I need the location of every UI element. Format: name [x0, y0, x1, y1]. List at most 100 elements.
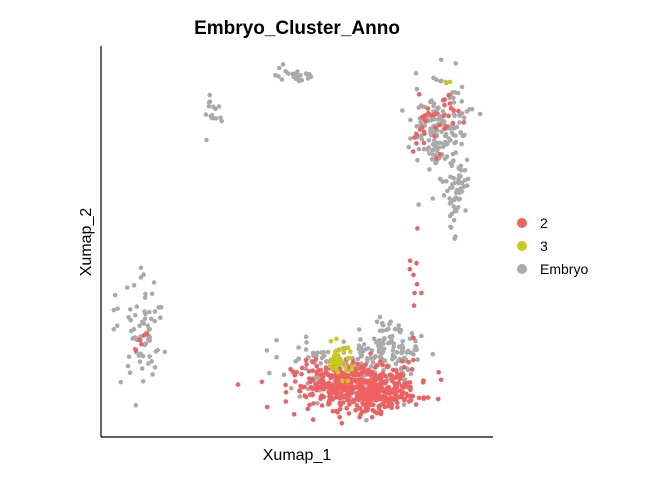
- point-embryo: [426, 145, 432, 150]
- point-3: [339, 358, 344, 363]
- point-2: [421, 396, 427, 402]
- point-3: [327, 363, 333, 369]
- point-2: [425, 395, 431, 400]
- point-3: [328, 339, 334, 344]
- point-2: [437, 122, 443, 128]
- point-2: [317, 385, 323, 390]
- point-2: [411, 357, 416, 363]
- point-2: [362, 396, 367, 402]
- point-embryo: [155, 347, 160, 353]
- point-2: [419, 290, 424, 296]
- point-embryo: [115, 306, 120, 312]
- point-2: [411, 303, 417, 308]
- point-2: [402, 365, 407, 370]
- point-embryo: [303, 334, 309, 340]
- point-embryo: [452, 209, 458, 214]
- point-embryo: [341, 339, 346, 345]
- point-embryo: [281, 372, 287, 378]
- point-2: [320, 379, 326, 385]
- point-embryo: [374, 339, 379, 345]
- point-2: [407, 380, 413, 385]
- point-2: [310, 392, 315, 398]
- legend: 2 3 Embryo: [517, 215, 588, 277]
- point-embryo: [373, 354, 378, 359]
- point-embryo: [419, 333, 424, 339]
- point-2: [372, 365, 378, 370]
- point-2: [399, 359, 405, 364]
- point-embryo: [219, 118, 224, 124]
- point-embryo: [459, 141, 464, 147]
- point-2: [314, 371, 320, 377]
- point-embryo: [146, 361, 151, 366]
- point-2: [387, 396, 393, 401]
- point-embryo: [396, 323, 402, 328]
- point-2: [367, 379, 372, 385]
- point-embryo: [112, 292, 118, 298]
- point-2: [307, 402, 312, 408]
- point-embryo: [458, 130, 464, 135]
- point-2: [310, 386, 315, 392]
- legend-label-embryo: Embryo: [540, 261, 588, 277]
- point-2: [369, 401, 375, 407]
- point-2: [379, 387, 385, 392]
- point-embryo: [434, 77, 439, 82]
- point-2: [353, 407, 359, 413]
- point-embryo: [388, 340, 393, 345]
- point-2: [363, 378, 369, 383]
- point-embryo: [152, 318, 157, 324]
- point-2: [368, 389, 374, 395]
- point-2: [332, 389, 337, 395]
- point-embryo: [305, 76, 311, 81]
- point-embryo: [321, 350, 327, 355]
- point-2: [306, 369, 312, 374]
- point-embryo: [461, 115, 467, 121]
- point-embryo: [455, 90, 461, 96]
- point-embryo: [152, 365, 158, 370]
- point-2: [299, 371, 304, 377]
- point-embryo: [129, 328, 134, 334]
- point-2: [414, 260, 419, 266]
- point-2: [446, 92, 452, 98]
- point-2: [422, 113, 427, 118]
- point-embryo: [413, 70, 419, 76]
- point-2: [366, 367, 371, 373]
- point-embryo: [137, 323, 142, 329]
- point-embryo: [204, 137, 209, 143]
- point-embryo: [421, 146, 427, 152]
- point-embryo: [111, 327, 117, 332]
- point-2: [414, 141, 419, 146]
- point-2: [393, 375, 398, 381]
- legend-marker-embryo: [517, 264, 527, 274]
- point-embryo: [288, 386, 294, 391]
- point-2: [354, 403, 360, 408]
- point-embryo: [402, 377, 408, 382]
- point-embryo: [414, 124, 420, 129]
- point-2: [311, 401, 316, 406]
- point-2: [328, 375, 334, 380]
- point-embryo: [152, 309, 158, 314]
- point-2: [415, 226, 420, 231]
- point-embryo: [377, 314, 383, 320]
- point-2: [350, 384, 355, 390]
- point-embryo: [211, 104, 216, 109]
- point-2: [438, 377, 444, 383]
- point-embryo: [380, 328, 385, 334]
- point-2: [351, 377, 357, 383]
- point-2: [383, 395, 389, 401]
- point-embryo: [264, 348, 270, 353]
- point-2: [325, 372, 331, 377]
- point-embryo: [142, 316, 148, 322]
- point-embryo: [416, 146, 422, 152]
- point-embryo: [419, 136, 425, 142]
- point-2: [294, 370, 299, 375]
- point-embryo: [418, 120, 424, 125]
- point-embryo: [467, 106, 472, 112]
- point-2: [337, 414, 343, 420]
- point-embryo: [429, 157, 435, 162]
- legend-label-2: 2: [540, 215, 548, 231]
- point-2: [395, 400, 400, 406]
- point-2: [384, 399, 390, 405]
- point-2: [319, 403, 325, 408]
- point-embryo: [477, 111, 483, 117]
